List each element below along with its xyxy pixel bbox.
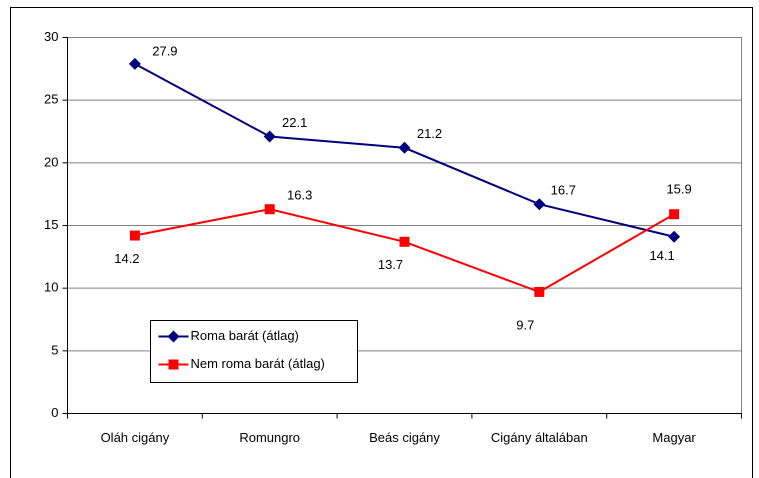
data-label: 9.7 <box>516 317 534 332</box>
marker <box>533 198 546 211</box>
data-label: 22.1 <box>282 115 307 130</box>
x-tick-label: Romungro <box>239 430 300 445</box>
marker <box>398 141 411 154</box>
marker <box>167 330 180 343</box>
data-label: 16.7 <box>551 183 576 198</box>
marker <box>168 359 179 370</box>
y-tick-label: 30 <box>44 29 58 44</box>
marker <box>263 130 276 143</box>
marker <box>669 209 680 220</box>
data-label: 27.9 <box>152 43 177 58</box>
data-label: 14.2 <box>114 251 139 266</box>
legend-label: Nem roma barát (átlag) <box>191 356 325 371</box>
marker <box>534 286 545 297</box>
marker <box>128 57 141 70</box>
x-tick-label: Oláh cigány <box>101 430 170 445</box>
data-label: 13.7 <box>378 257 403 272</box>
y-tick-label: 20 <box>44 154 58 169</box>
data-label: 21.2 <box>417 126 442 141</box>
marker <box>129 230 140 241</box>
data-label: 14.1 <box>649 248 674 263</box>
x-tick-label: Beás cigány <box>369 430 440 445</box>
series-line <box>134 208 675 294</box>
y-tick-label: 10 <box>44 280 58 295</box>
marker <box>399 236 410 247</box>
marker <box>264 204 275 215</box>
y-tick-label: 25 <box>44 92 58 107</box>
legend <box>150 320 358 383</box>
legend-label: Roma barát (átlag) <box>191 328 299 343</box>
y-tick-label: 5 <box>51 342 58 357</box>
marker <box>668 230 681 243</box>
y-tick-label: 0 <box>51 405 58 420</box>
data-label: 16.3 <box>287 188 312 203</box>
data-label: 15.9 <box>666 182 691 197</box>
x-tick-label: Cigány általában <box>491 430 588 445</box>
chart-frame <box>10 7 753 478</box>
x-tick-label: Magyar <box>652 430 696 445</box>
y-tick-label: 15 <box>44 217 58 232</box>
